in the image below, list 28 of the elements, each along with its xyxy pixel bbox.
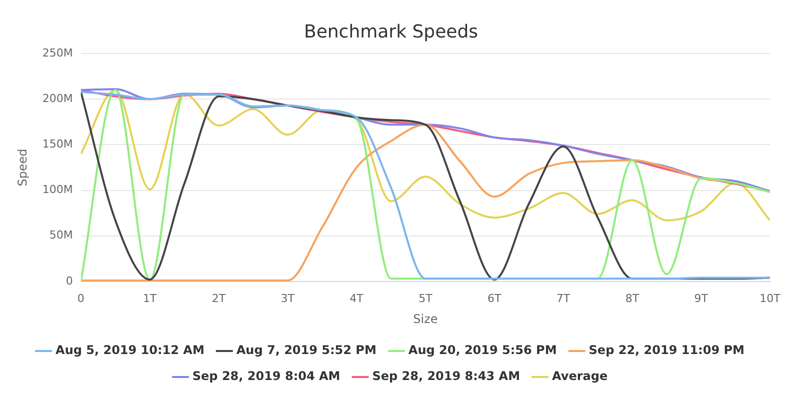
x-tick-label: 8T — [625, 292, 640, 305]
legend-label: Aug 5, 2019 10:12 AM — [56, 343, 204, 358]
x-tick-label: 2T — [212, 292, 226, 305]
chart-title: Benchmark Speeds — [304, 21, 478, 42]
legend-label: Aug 20, 2019 5:56 PM — [408, 343, 557, 358]
x-tick-label: 0 — [77, 292, 84, 305]
y-tick-label: 100M — [42, 183, 73, 196]
x-axis-title: Size — [413, 312, 438, 326]
line-series — [80, 89, 770, 222]
x-tick-label: 4T — [350, 292, 364, 305]
legend-label: Sep 28, 2019 8:04 AM — [192, 369, 340, 384]
y-axis-title: Speed — [15, 148, 30, 186]
x-tick-label: 9T — [694, 292, 708, 305]
x-tick-label: 1T — [142, 292, 157, 305]
legend-label: Aug 7, 2019 5:52 PM — [236, 343, 376, 358]
y-tick-label: 200M — [42, 92, 73, 106]
x-tick-label: 3T — [280, 292, 295, 305]
x-tick-label: 7T — [556, 292, 570, 305]
legend-label: Sep 22, 2019 11:09 PM — [588, 343, 744, 358]
y-tick-label: 50M — [49, 228, 73, 242]
x-tick-label: 10T — [760, 292, 781, 305]
x-tick-label: 5T — [418, 292, 433, 305]
x-tick-label: 6T — [487, 292, 502, 305]
y-tick-label: 250M — [42, 46, 73, 60]
legend-label: Average — [552, 369, 608, 384]
y-tick-label: 150M — [42, 138, 73, 151]
legend-label: Sep 28, 2019 8:43 AM — [372, 369, 520, 384]
y-tick-label: 0 — [66, 274, 73, 288]
